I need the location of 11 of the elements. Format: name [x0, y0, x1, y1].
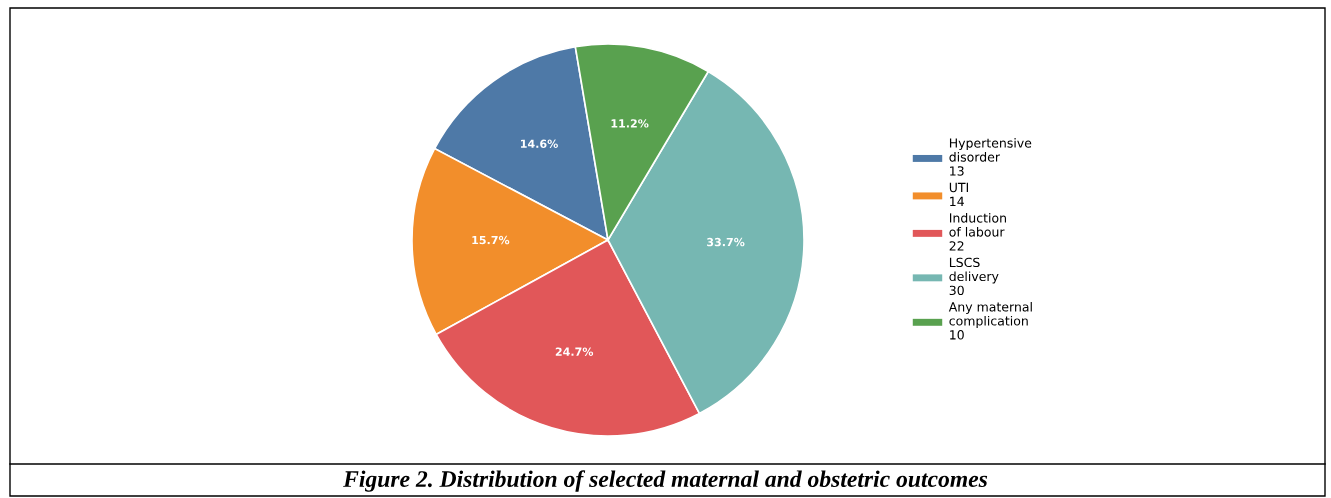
legend-label: Hypertensive disorder 13	[949, 138, 1032, 176]
data-label: 11.2%	[611, 119, 649, 128]
text: Figure 2. Distribution of selected maternal and obstetric outcomes	[343, 470, 988, 492]
legend-label: LSCS delivery 30	[949, 257, 999, 296]
legend-label: Induction of labour 22	[949, 212, 1006, 251]
legend-label: UTI 14	[949, 182, 968, 206]
data-label: 33.7%	[707, 237, 745, 247]
data-label: 24.7%	[555, 347, 594, 356]
data-label: 15.7%	[472, 235, 510, 245]
legend-label: Any maternal complication 10	[948, 301, 1032, 340]
data-label: 14.6%	[521, 139, 558, 148]
